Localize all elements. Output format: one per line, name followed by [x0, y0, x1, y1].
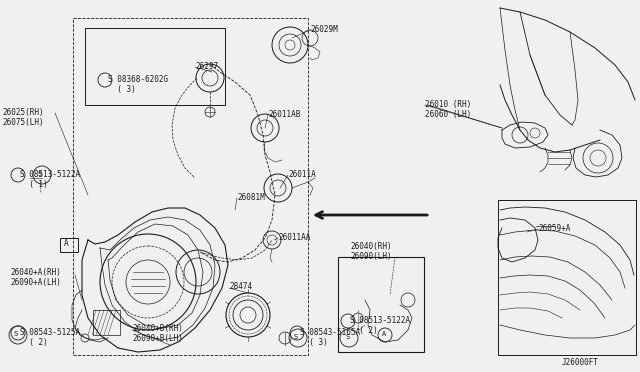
- Text: S 08543-5165A: S 08543-5165A: [300, 328, 360, 337]
- Text: 28474: 28474: [229, 282, 252, 291]
- Text: 26090+B(LH): 26090+B(LH): [132, 334, 183, 343]
- Text: 26040+B(RH): 26040+B(RH): [132, 324, 183, 333]
- Text: ( 3): ( 3): [300, 338, 328, 347]
- Text: ( 1): ( 1): [20, 180, 48, 189]
- Text: 26011AB: 26011AB: [268, 110, 300, 119]
- Text: 26040(RH): 26040(RH): [350, 242, 392, 251]
- Text: ( 3): ( 3): [108, 85, 136, 94]
- Text: ( 2): ( 2): [20, 338, 48, 347]
- Text: S: S: [294, 334, 298, 340]
- Text: A: A: [64, 239, 68, 248]
- Text: 26081M: 26081M: [237, 193, 265, 202]
- Text: 26297: 26297: [195, 62, 218, 71]
- Text: S 08543-5125A: S 08543-5125A: [20, 328, 80, 337]
- Text: J26000FT: J26000FT: [562, 358, 599, 367]
- Text: S 08513-5122A: S 08513-5122A: [20, 170, 80, 179]
- Text: 26029M: 26029M: [310, 25, 338, 34]
- Text: S 08368-6202G: S 08368-6202G: [108, 75, 168, 84]
- Text: 26075(LH): 26075(LH): [2, 118, 44, 127]
- Text: 26040+A(RH): 26040+A(RH): [10, 268, 61, 277]
- Text: 26090+A(LH): 26090+A(LH): [10, 278, 61, 287]
- Text: 26060 (LH): 26060 (LH): [425, 110, 471, 119]
- Text: S 08513-5122A: S 08513-5122A: [350, 316, 410, 325]
- Text: 26010 (RH): 26010 (RH): [425, 100, 471, 109]
- Text: 26011A: 26011A: [288, 170, 316, 179]
- Text: S: S: [345, 334, 349, 340]
- Text: 26059+A: 26059+A: [538, 224, 570, 233]
- Text: 26011AA: 26011AA: [278, 233, 310, 242]
- Text: 26025(RH): 26025(RH): [2, 108, 44, 117]
- Text: ( 2): ( 2): [350, 326, 378, 335]
- Text: S: S: [38, 171, 42, 177]
- Text: S: S: [14, 331, 19, 337]
- Text: A: A: [382, 331, 387, 337]
- Text: 26090(LH): 26090(LH): [350, 252, 392, 261]
